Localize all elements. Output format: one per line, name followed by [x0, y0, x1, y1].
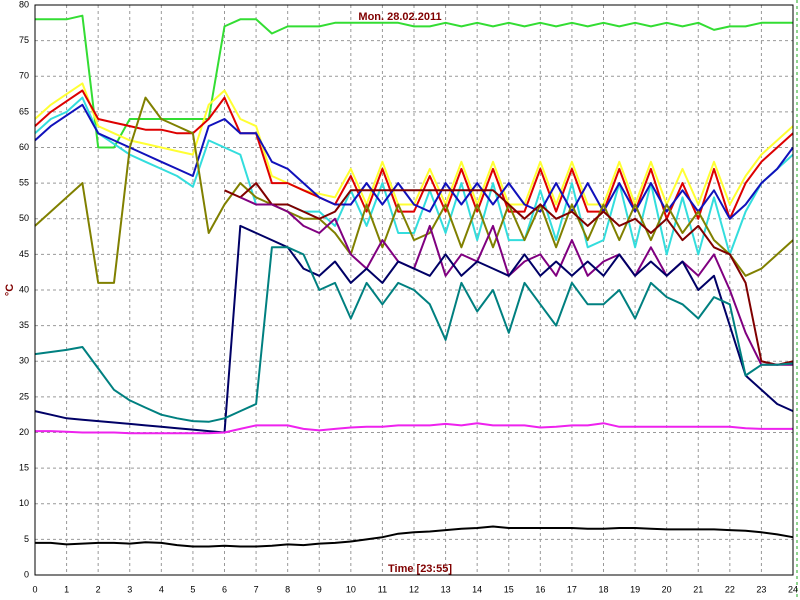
x-tick-label: 4	[159, 584, 164, 594]
plot-border	[34, 4, 794, 576]
x-tick-label: 15	[504, 584, 514, 594]
y-tick-label: 0	[24, 569, 29, 579]
y-tick-label: 25	[19, 391, 29, 401]
x-tick-label: 12	[409, 584, 419, 594]
x-tick-label: 7	[254, 584, 259, 594]
series-line	[34, 246, 794, 423]
series-line	[239, 196, 793, 366]
series-line	[35, 525, 794, 548]
x-tick-label: 23	[756, 584, 766, 594]
y-axis-label: °C	[4, 284, 16, 296]
x-tick-label: 19	[630, 584, 640, 594]
series-line	[35, 422, 793, 435]
x-tick-label: 17	[567, 584, 577, 594]
y-tick-label: 65	[19, 106, 29, 116]
y-tick-label: 70	[19, 71, 29, 81]
y-tick-label: 75	[19, 35, 29, 45]
x-tick-label: 18	[598, 584, 608, 594]
series-line	[34, 96, 794, 284]
x-tick-label: 0	[32, 584, 37, 594]
x-tick-label: 16	[535, 584, 545, 594]
x-tick-label: 24	[788, 584, 798, 594]
x-tick-label: 10	[346, 584, 356, 594]
x-tick-label: 1	[64, 584, 69, 594]
y-tick-label: 15	[19, 463, 29, 473]
y-tick-label: 10	[19, 498, 29, 508]
x-tick-label: 3	[127, 584, 132, 594]
x-tick-label: 20	[662, 584, 672, 594]
chart-title: Mon. 28.02.2011	[358, 11, 441, 23]
x-tick-label: 11	[378, 584, 387, 594]
y-tick-label: 55	[19, 178, 29, 188]
x-tick-label: 14	[472, 584, 482, 594]
y-tick-label: 30	[19, 356, 29, 366]
y-tick-label: 40	[19, 284, 29, 294]
series-line	[34, 224, 794, 434]
x-tick-label: 5	[190, 584, 195, 594]
x-axis-label: Time [23:55]	[388, 563, 452, 575]
series-line	[34, 96, 794, 256]
y-tick-label: 60	[19, 142, 29, 152]
series-line	[34, 103, 794, 220]
lines	[34, 14, 794, 548]
x-tick-label: 6	[222, 584, 227, 594]
x-tick-label: 22	[725, 584, 735, 594]
x-tick-label: 9	[317, 584, 322, 594]
y-tick-label: 50	[19, 213, 29, 223]
x-tick-label: 8	[285, 584, 290, 594]
y-tick-label: 80	[19, 0, 29, 9]
y-tick-label: 35	[19, 320, 29, 330]
series-line	[224, 182, 794, 366]
x-tick-label: 13	[441, 584, 451, 594]
y-tick-label: 20	[19, 427, 29, 437]
x-tick-label: 21	[693, 584, 703, 594]
y-tick-label: 45	[19, 249, 29, 259]
y-tick-label: 5	[24, 534, 29, 544]
x-tick-label: 2	[96, 584, 101, 594]
